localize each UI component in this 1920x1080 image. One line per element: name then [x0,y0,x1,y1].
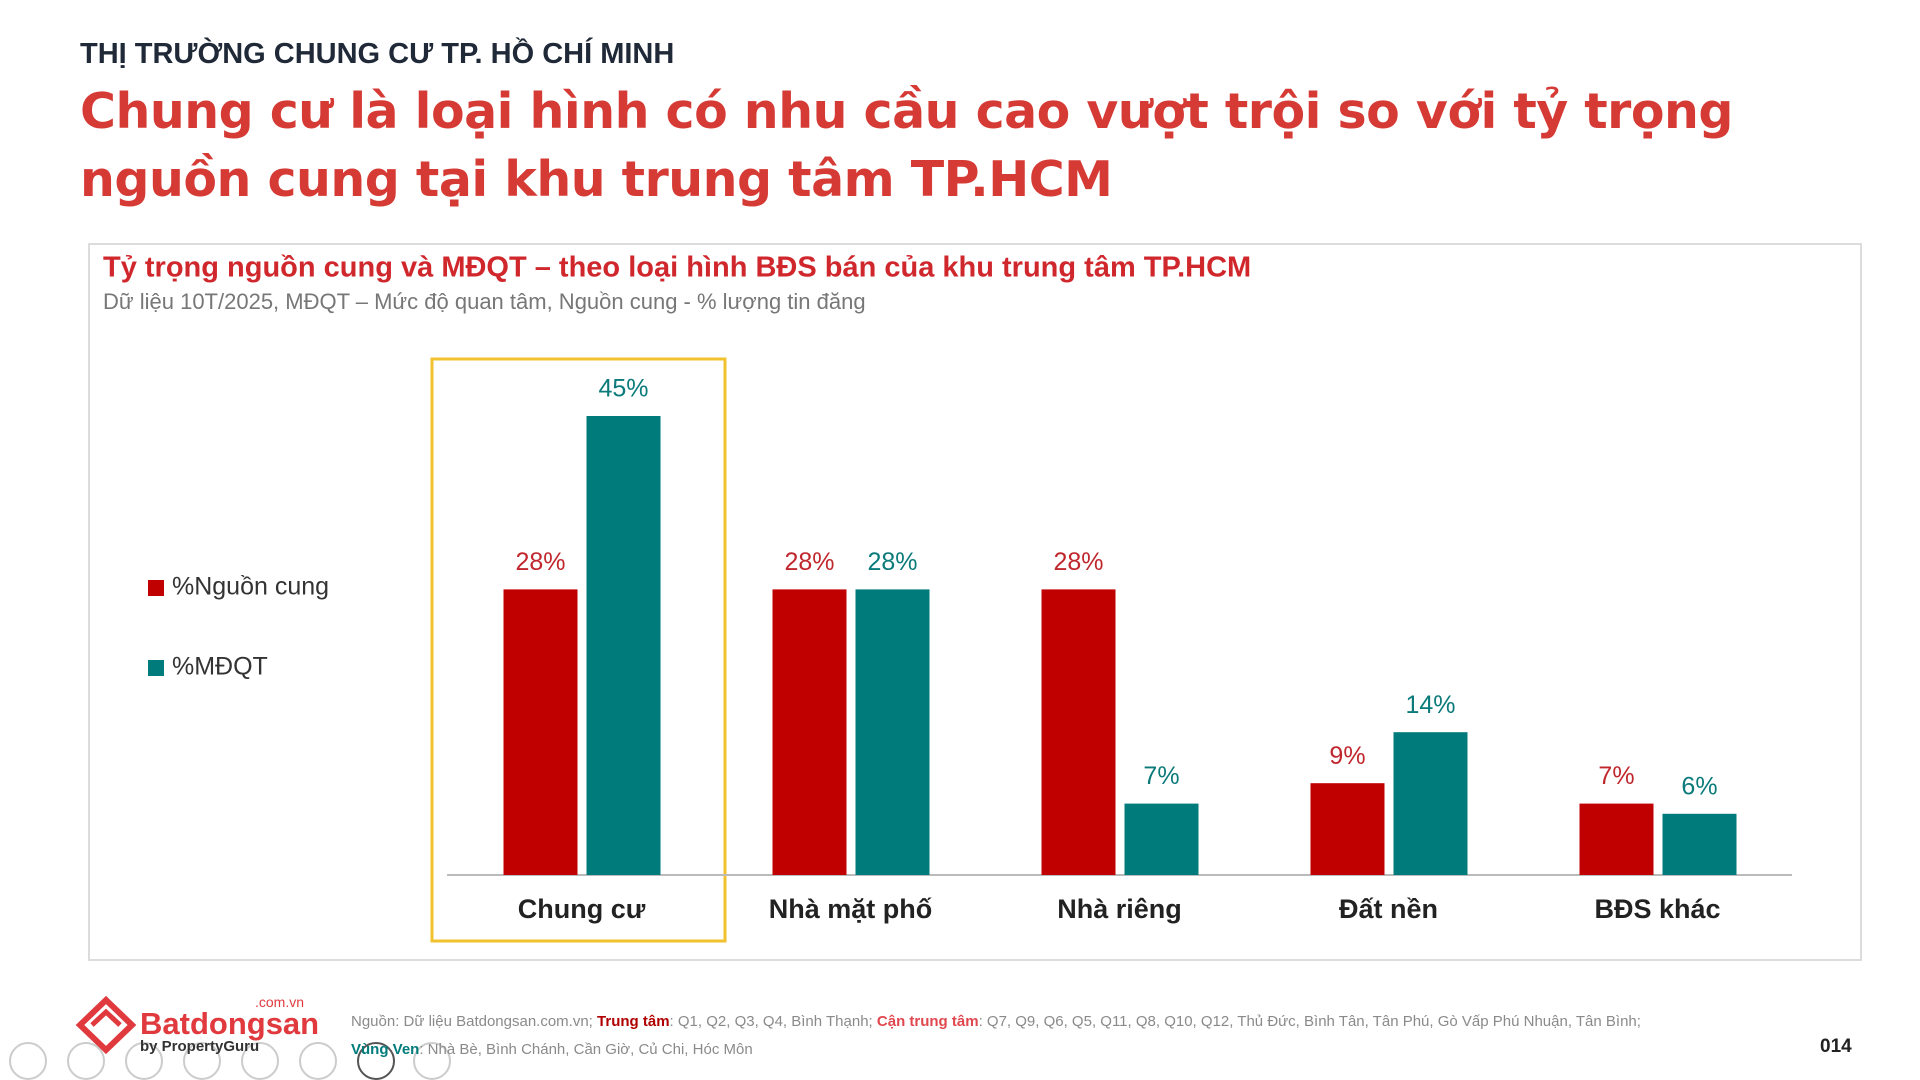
value-label: 28% [784,548,834,576]
note-text: : Q1, Q2, Q3, Q4, Bình Thạnh; [669,1013,873,1030]
bar [1124,803,1199,875]
bar [503,589,578,875]
headline: Chung cư là loại hình có nhu cầu cao vượ… [80,83,1733,208]
note-term: Vùng Ven [351,1041,420,1058]
value-label: 6% [1681,772,1717,800]
source: Nguồn: Dữ liệu Batdongsan.com.vn; [351,1013,593,1030]
x-tick-label: Nhà riêng [1057,894,1182,924]
value-label: 14% [1405,691,1455,719]
chart-subtitle: Dữ liệu 10T/2025, MĐQT – Mức độ quan tâm… [103,289,866,314]
legend-label: %MĐQT [172,653,268,681]
note-term: Trung tâm [597,1013,670,1030]
bar [1662,813,1737,875]
bar [772,589,847,875]
value-label: 28% [867,548,917,576]
logo-domain: .com.vn [255,994,305,1010]
x-tick-label: Đất nền [1339,894,1438,924]
page-number: 014 [1820,1036,1852,1057]
note-text: : Nhà Bè, Bình Chánh, Cần Giờ, Củ Chi, H… [419,1041,753,1058]
value-label: 7% [1143,762,1179,790]
x-tick-label: Nhà mặt phố [769,894,933,924]
chart-title: Tỷ trọng nguồn cung và MĐQT – theo loại … [103,252,1251,284]
legend-swatch [148,580,164,596]
value-label: 45% [598,375,648,403]
logo-icon [75,995,137,1055]
value-label: 28% [515,548,565,576]
header-title: THỊ TRƯỜNG CHUNG CƯ TP. HỒ CHÍ MINH [80,38,675,70]
bar [1041,589,1116,875]
value-label: 7% [1598,762,1634,790]
chart-frame [88,243,1862,961]
bar [586,416,661,875]
legend-label: %Nguồn cung [172,573,329,601]
legend-swatch [148,660,164,676]
bar [1579,803,1654,875]
highlight-box [430,357,727,943]
x-tick-label: Chung cư [518,894,646,924]
source-line: Nguồn: Dữ liệu Batdongsan.com.vn; Trung … [351,1013,1641,1030]
bar [1393,732,1468,875]
logo-name: Batdongsan [140,1006,320,1041]
source-line: Vùng Ven: Nhà Bè, Bình Chánh, Cần Giờ, C… [351,1041,753,1058]
value-label: 9% [1329,742,1365,770]
logo-by: by PropertyGuru [140,1038,260,1055]
toolbar [9,1042,451,1080]
note-term: Cận trung tâm [876,1013,979,1030]
note-text: : Q7, Q9, Q6, Q5, Q11, Q8, Q10, Q12, Thủ… [978,1013,1641,1030]
value-label: 28% [1053,548,1103,576]
bar [855,589,930,875]
x-tick-label: BĐS khác [1594,894,1720,924]
bar [1310,783,1385,875]
